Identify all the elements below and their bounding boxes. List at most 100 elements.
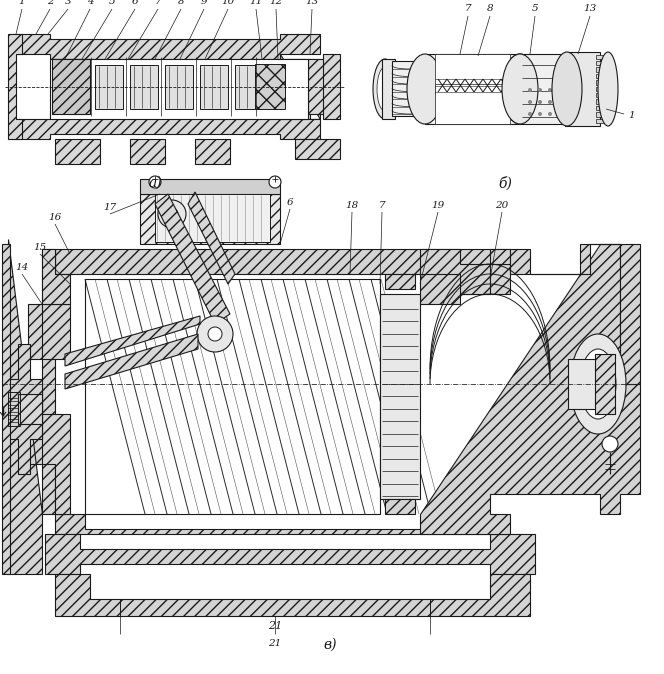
Ellipse shape	[552, 52, 582, 126]
Bar	[596, 119, 610, 123]
Bar	[596, 73, 610, 78]
Polygon shape	[8, 239, 55, 574]
Polygon shape	[130, 139, 165, 164]
Bar	[235, 65, 263, 109]
Polygon shape	[420, 249, 510, 294]
Text: б): б)	[498, 176, 512, 190]
Bar	[200, 65, 228, 109]
Text: 7: 7	[465, 4, 471, 13]
Polygon shape	[255, 64, 285, 109]
Ellipse shape	[149, 176, 161, 188]
Text: 21: 21	[268, 639, 282, 648]
Text: 1: 1	[19, 0, 25, 6]
Ellipse shape	[598, 52, 618, 126]
Text: 16: 16	[48, 213, 62, 222]
Bar	[596, 86, 610, 91]
Polygon shape	[8, 34, 22, 139]
Text: 7: 7	[378, 201, 385, 210]
Text: a): a)	[148, 176, 162, 190]
Ellipse shape	[158, 200, 186, 228]
Ellipse shape	[377, 67, 393, 111]
Polygon shape	[10, 114, 320, 139]
Bar	[596, 55, 610, 59]
Ellipse shape	[528, 112, 532, 116]
Ellipse shape	[197, 316, 233, 352]
Bar	[596, 80, 610, 85]
Ellipse shape	[407, 54, 443, 124]
Ellipse shape	[558, 100, 562, 104]
Text: 6: 6	[287, 198, 293, 207]
Bar	[568, 359, 598, 409]
Text: 7: 7	[155, 0, 161, 6]
Polygon shape	[140, 194, 280, 244]
Text: 13: 13	[584, 4, 597, 13]
Polygon shape	[295, 139, 340, 159]
Ellipse shape	[538, 88, 542, 92]
Ellipse shape	[538, 112, 542, 116]
Polygon shape	[65, 334, 198, 389]
Ellipse shape	[538, 100, 542, 104]
Bar	[596, 99, 610, 104]
Polygon shape	[382, 59, 395, 119]
Bar	[595, 354, 615, 414]
Text: 20: 20	[495, 201, 509, 210]
Text: 11: 11	[250, 0, 263, 6]
Bar	[50, 59, 308, 119]
Text: 5: 5	[109, 0, 116, 6]
Text: 6: 6	[131, 0, 138, 6]
Text: 21: 21	[268, 621, 282, 631]
Text: 8: 8	[178, 0, 185, 6]
Polygon shape	[18, 394, 42, 424]
Ellipse shape	[558, 88, 562, 92]
Bar	[596, 106, 610, 111]
Polygon shape	[140, 179, 280, 194]
Text: 12: 12	[270, 0, 283, 6]
Ellipse shape	[269, 176, 281, 188]
Bar	[596, 61, 610, 65]
Polygon shape	[42, 304, 70, 359]
Polygon shape	[435, 84, 510, 124]
Bar	[596, 93, 610, 98]
Ellipse shape	[548, 100, 552, 104]
Bar	[130, 65, 158, 109]
Ellipse shape	[558, 112, 562, 116]
Ellipse shape	[580, 349, 616, 419]
Polygon shape	[510, 244, 640, 384]
Bar	[95, 65, 123, 109]
Polygon shape	[380, 294, 420, 499]
Text: 3: 3	[64, 0, 71, 6]
Text: 4: 4	[87, 0, 94, 6]
Ellipse shape	[208, 327, 222, 341]
Bar	[155, 194, 270, 242]
Text: 2: 2	[46, 0, 53, 6]
Polygon shape	[45, 534, 535, 574]
Polygon shape	[490, 264, 510, 294]
Ellipse shape	[528, 88, 532, 92]
Bar	[596, 67, 610, 72]
Ellipse shape	[502, 54, 538, 124]
Polygon shape	[565, 52, 600, 126]
Polygon shape	[52, 59, 90, 114]
Polygon shape	[42, 249, 70, 304]
Text: 5: 5	[532, 4, 539, 13]
Text: 1: 1	[628, 111, 635, 121]
Polygon shape	[65, 316, 200, 366]
Polygon shape	[155, 194, 230, 324]
Polygon shape	[420, 244, 640, 534]
Polygon shape	[55, 574, 530, 616]
Polygon shape	[55, 139, 100, 164]
Text: 14: 14	[15, 263, 29, 272]
Text: 13: 13	[305, 0, 319, 6]
Bar	[596, 112, 610, 117]
Polygon shape	[308, 59, 325, 114]
Bar	[392, 61, 427, 116]
Polygon shape	[385, 499, 415, 514]
Bar	[165, 65, 193, 109]
Ellipse shape	[373, 59, 397, 119]
Polygon shape	[323, 54, 340, 119]
Ellipse shape	[548, 88, 552, 92]
Ellipse shape	[528, 100, 532, 104]
Polygon shape	[10, 34, 320, 59]
Polygon shape	[195, 139, 230, 164]
Text: 9: 9	[201, 0, 207, 6]
